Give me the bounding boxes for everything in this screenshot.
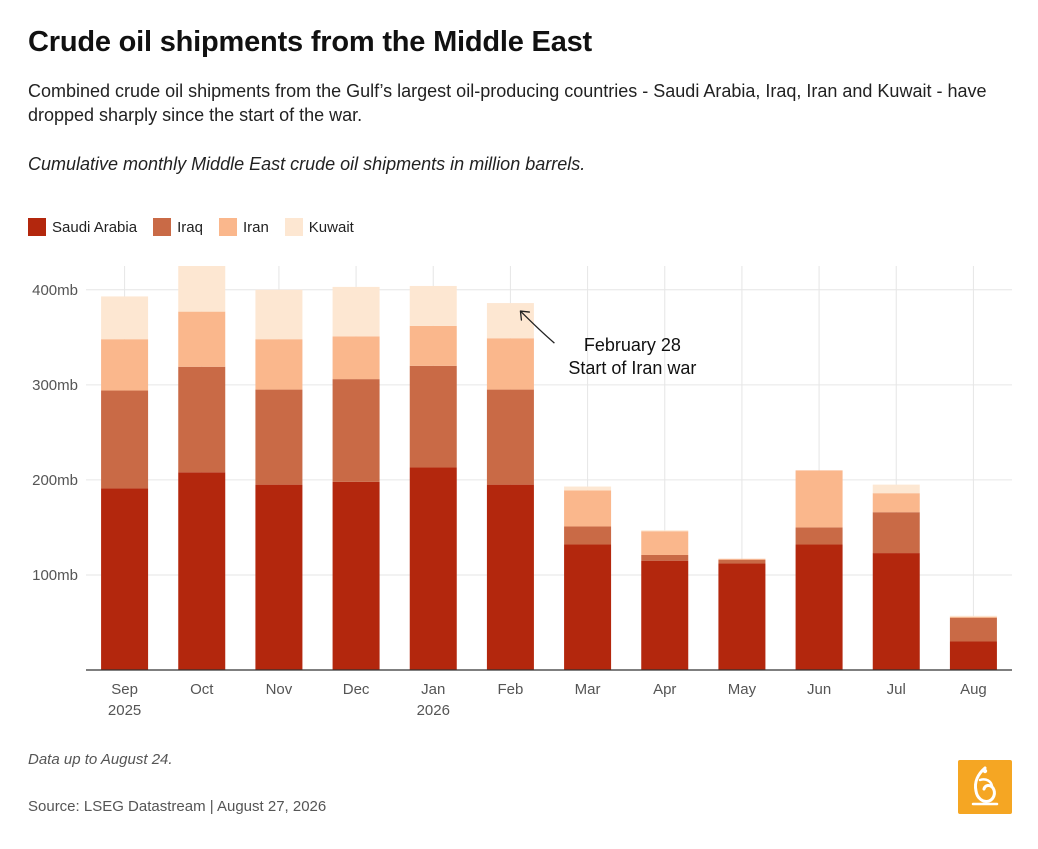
bar-segment-saudi-arabia <box>718 563 766 670</box>
legend-item-kuwait: Kuwait <box>284 218 354 236</box>
legend-swatch-kuwait <box>284 218 303 236</box>
bar-segment-saudi-arabia <box>101 488 149 670</box>
chart-subtitle: Combined crude oil shipments from the Gu… <box>28 81 987 125</box>
legend-item-iraq: Iraq <box>153 218 203 236</box>
bar-segment-iran <box>795 470 843 528</box>
x-tick-label: Apr <box>653 681 676 698</box>
bar-segment-kuwait <box>255 289 303 340</box>
x-tick-label: Dec <box>343 681 370 698</box>
legend-label-iran: Iran <box>242 218 269 236</box>
bar-segment-iran <box>409 325 457 366</box>
x-tick-label: Aug <box>960 681 987 698</box>
bar-segment-iran <box>101 339 149 391</box>
annotation-label-event: Start of Iran war <box>568 358 696 378</box>
bar-segment-iran <box>564 490 612 527</box>
chart-title: Crude oil shipments from the Middle East <box>28 26 593 58</box>
bar-segment-iraq <box>718 559 766 564</box>
bar-segment-kuwait <box>949 615 997 617</box>
annotation-arrowhead <box>519 310 531 321</box>
legend-item-saudi-arabia: Saudi Arabia <box>28 218 137 236</box>
axes: 100mb 200mb 300mb 400mb Sep 2025 Oct Nov Dec Jan 2… <box>32 282 1012 719</box>
y-tick-label: 200mb <box>32 472 78 489</box>
legend-swatch-iraq <box>153 218 172 236</box>
bar-segment-iran <box>332 336 380 380</box>
x-tick-label: Jun <box>807 681 831 698</box>
bar-segment-iran <box>949 616 997 618</box>
x-tick-year-label: 2025 <box>108 702 141 719</box>
bar-segment-iraq <box>101 390 149 489</box>
stacked-bar-chart: 100mb 200mb 300mb 400mb Sep 2025 Oct Nov Dec Jan 2… <box>32 266 1012 719</box>
bar-segment-kuwait <box>101 296 149 340</box>
bar-segment-kuwait <box>332 286 380 337</box>
x-tick-label: Nov <box>266 681 293 698</box>
bar-segment-saudi-arabia <box>795 544 843 670</box>
bar-segment-iraq <box>255 389 303 485</box>
bar-segment-saudi-arabia <box>872 553 920 670</box>
bar-segment-iran <box>255 339 303 390</box>
bar-segment-kuwait <box>872 484 920 494</box>
y-tick-label: 300mb <box>32 377 78 394</box>
legend-item-iran: Iran <box>218 218 269 236</box>
bar-segment-saudi-arabia <box>949 641 997 670</box>
bars <box>101 266 997 670</box>
x-tick-label: Mar <box>575 681 601 698</box>
bar-segment-kuwait <box>486 303 534 339</box>
bar-segment-iraq <box>486 389 534 485</box>
y-tick-label: 100mb <box>32 567 78 584</box>
bar-segment-saudi-arabia <box>486 484 534 670</box>
annotation-label-date: February 28 <box>584 335 681 355</box>
x-tick-label: May <box>728 681 757 698</box>
bar-segment-saudi-arabia <box>564 544 612 670</box>
bar-segment-iran <box>486 338 534 390</box>
source-line: Source: LSEG Datastream | August 27, 202… <box>28 798 327 815</box>
bar-segment-iraq <box>949 617 997 642</box>
bar-segment-iraq <box>409 365 457 468</box>
y-tick-label: 400mb <box>32 282 78 299</box>
bar-segment-kuwait <box>564 486 612 491</box>
bar-segment-kuwait <box>178 266 226 312</box>
bar-segment-iran <box>178 311 226 367</box>
x-tick-label: Feb <box>497 681 523 698</box>
x-tick-label: Jan <box>421 681 445 698</box>
x-tick-label: Jul <box>887 681 906 698</box>
x-tick-year-label: 2026 <box>417 702 450 719</box>
bar-segment-iraq <box>795 527 843 545</box>
bar-segment-saudi-arabia <box>178 472 226 670</box>
legend-label-iraq: Iraq <box>177 218 203 236</box>
bar-segment-iran <box>641 531 689 555</box>
x-tick-label: Sep <box>111 681 138 698</box>
bar-segment-iran <box>872 493 920 513</box>
legend-swatch-iran <box>218 218 237 236</box>
al-jazeera-logo-icon <box>958 760 1012 814</box>
bar-segment-saudi-arabia <box>409 467 457 670</box>
x-tick-label: Oct <box>190 681 214 698</box>
bar-segment-kuwait <box>641 530 689 532</box>
bar-segment-saudi-arabia <box>332 481 380 670</box>
legend: Saudi Arabia Iraq Iran Kuwait <box>28 218 354 236</box>
annotation-arrow <box>519 310 555 344</box>
legend-label-kuwait: Kuwait <box>308 218 354 236</box>
bar-segment-iraq <box>332 379 380 482</box>
bar-segment-kuwait <box>409 285 457 326</box>
legend-label-saudi-arabia: Saudi Arabia <box>52 218 138 236</box>
bar-segment-saudi-arabia <box>641 560 689 670</box>
bar-segment-iraq <box>178 366 226 473</box>
bar-segment-saudi-arabia <box>255 484 303 670</box>
chart-units-note: Cumulative monthly Middle East crude oil… <box>28 154 586 174</box>
bar-segment-iran <box>718 558 766 560</box>
bar-segment-iraq <box>564 526 612 545</box>
bar-segment-iraq <box>872 512 920 554</box>
bar-segment-iraq <box>641 554 689 561</box>
annotation: February 28 Start of Iran war <box>519 310 696 378</box>
footnote: Data up to August 24. <box>28 751 173 768</box>
legend-swatch-saudi-arabia <box>28 218 46 236</box>
